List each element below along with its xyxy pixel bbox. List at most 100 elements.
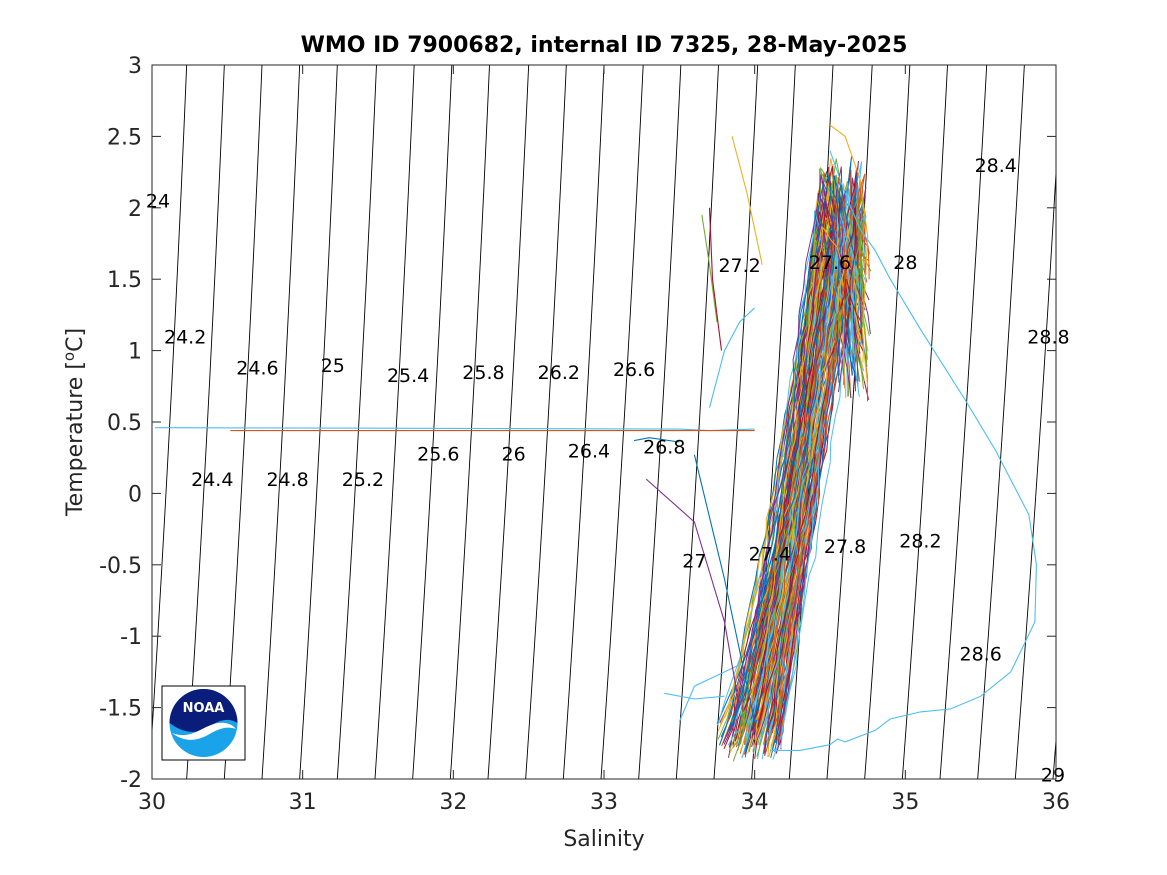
density-contour-11 <box>525 65 567 779</box>
density-label: 26.8 <box>643 436 685 458</box>
profile-series-12 <box>829 124 869 323</box>
profile-series-10 <box>701 214 718 323</box>
density-label: 27 <box>682 551 706 573</box>
x-tick-label: 30 <box>138 790 166 815</box>
profile-line <box>744 225 852 731</box>
density-contour-15 <box>675 65 719 779</box>
y-tick-label: 2.5 <box>107 125 142 150</box>
density-contour-19 <box>826 65 873 779</box>
y-tick-label: 1 <box>128 340 142 365</box>
profile-series-11 <box>708 207 723 351</box>
y-tick-label: 3 <box>128 54 142 79</box>
plot-frame <box>151 64 1057 780</box>
noaa-logo: NOAA <box>161 685 246 761</box>
x-axis-label: Salinity <box>563 827 644 852</box>
density-contour-17 <box>751 65 796 779</box>
density-contour-1 <box>152 65 188 739</box>
density-label: 26 <box>502 443 526 465</box>
density-label: 27.8 <box>824 536 866 558</box>
density-label: 24.6 <box>236 358 278 380</box>
density-contour-9 <box>449 65 490 779</box>
x-tick-label: 33 <box>590 790 618 815</box>
density-contour-16 <box>713 65 759 779</box>
profile-lines <box>154 124 1037 762</box>
density-contour-5 <box>299 65 338 779</box>
x-tick-label: 35 <box>891 790 919 815</box>
profile-line <box>741 227 856 759</box>
y-tick-label: 2 <box>128 197 142 222</box>
density-contour-4 <box>261 65 301 779</box>
density-contour-7 <box>374 65 415 779</box>
y-tick-label: 1.5 <box>107 268 142 293</box>
density-contour-3 <box>223 65 263 779</box>
y-tick-label: 0.5 <box>107 411 142 436</box>
density-contour-23 <box>977 65 1025 779</box>
density-label: 25.2 <box>342 469 384 491</box>
density-label: 28 <box>893 252 917 274</box>
x-tick-label: 36 <box>1042 790 1070 815</box>
density-label: 24.8 <box>266 469 308 491</box>
y-axis-label: Temperature [oC] <box>60 328 88 517</box>
profile-series-6 <box>645 478 741 708</box>
profile-series-3 <box>678 664 740 723</box>
y-tick-label: -0.5 <box>99 554 142 579</box>
density-label: 25.8 <box>462 362 504 384</box>
density-contour-13 <box>600 65 644 779</box>
axis-ticks: 30 31 32 33 34 35 36 -2 -1.5 -1 -0.5 0 0.5 1 1.5 2 2.5 3 <box>99 54 1070 815</box>
profile-line <box>729 220 866 750</box>
density-label: 25 <box>321 355 345 377</box>
density-contour-21 <box>901 65 948 779</box>
profile-series-4 <box>664 692 725 700</box>
density-label: 25.6 <box>417 443 459 465</box>
density-label: 28.8 <box>1027 326 1069 348</box>
density-contour-24 <box>1014 164 1056 779</box>
density-label: 24.2 <box>164 326 206 348</box>
density-contour-8 <box>412 65 453 779</box>
profile-series-9 <box>708 307 756 408</box>
profile-line <box>729 182 844 732</box>
y-tick-label: 0 <box>128 482 142 507</box>
density-contour-22 <box>939 65 988 779</box>
density-labels: 24 24.2 24.4 24.6 24.8 25 25.2 25.4 25.6 25.8 26 26… <box>146 155 1070 787</box>
density-contour-20 <box>864 65 911 779</box>
density-contour-10 <box>487 65 530 779</box>
density-label: 27.4 <box>749 543 791 565</box>
density-label: 27.6 <box>809 252 851 274</box>
x-tick-label: 34 <box>741 790 769 815</box>
y-tick-label: -1 <box>120 625 142 650</box>
density-contour-6 <box>336 65 377 779</box>
profile-line <box>780 228 860 749</box>
density-label: 26.6 <box>613 359 655 381</box>
profile-series-7 <box>633 437 680 443</box>
plot-area <box>152 65 1056 779</box>
density-contour-2 <box>186 65 225 779</box>
density-label: 26.2 <box>538 362 580 384</box>
noaa-logo-text: NOAA <box>183 701 225 716</box>
density-label: 24.4 <box>191 469 233 491</box>
density-label: 25.4 <box>387 365 429 387</box>
profile-series-5 <box>693 454 756 723</box>
x-tick-label: 32 <box>439 790 467 815</box>
density-contours <box>152 65 1056 779</box>
density-label: 29 <box>1041 765 1065 787</box>
profile-line <box>753 197 866 736</box>
y-tick-label: -1.5 <box>99 697 142 722</box>
density-label: 28.6 <box>960 643 1002 665</box>
y-tick-label: -2 <box>120 768 142 793</box>
profile-series-2 <box>769 150 1037 751</box>
x-tick-label: 31 <box>289 790 317 815</box>
density-label: 28.2 <box>899 531 941 553</box>
density-contour-12 <box>562 65 605 779</box>
density-label: 26.4 <box>568 441 610 463</box>
profile-line <box>731 174 843 730</box>
chart-title: WMO ID 7900682, internal ID 7325, 28-May… <box>301 33 908 58</box>
density-contour-14 <box>638 65 682 779</box>
profile-series-8 <box>731 136 763 266</box>
density-label: 24 <box>146 191 170 213</box>
profile-line <box>757 176 853 722</box>
density-label: 28.4 <box>975 155 1017 177</box>
profile-line <box>757 207 856 728</box>
profile-line <box>731 194 865 723</box>
profile-line <box>764 242 850 756</box>
